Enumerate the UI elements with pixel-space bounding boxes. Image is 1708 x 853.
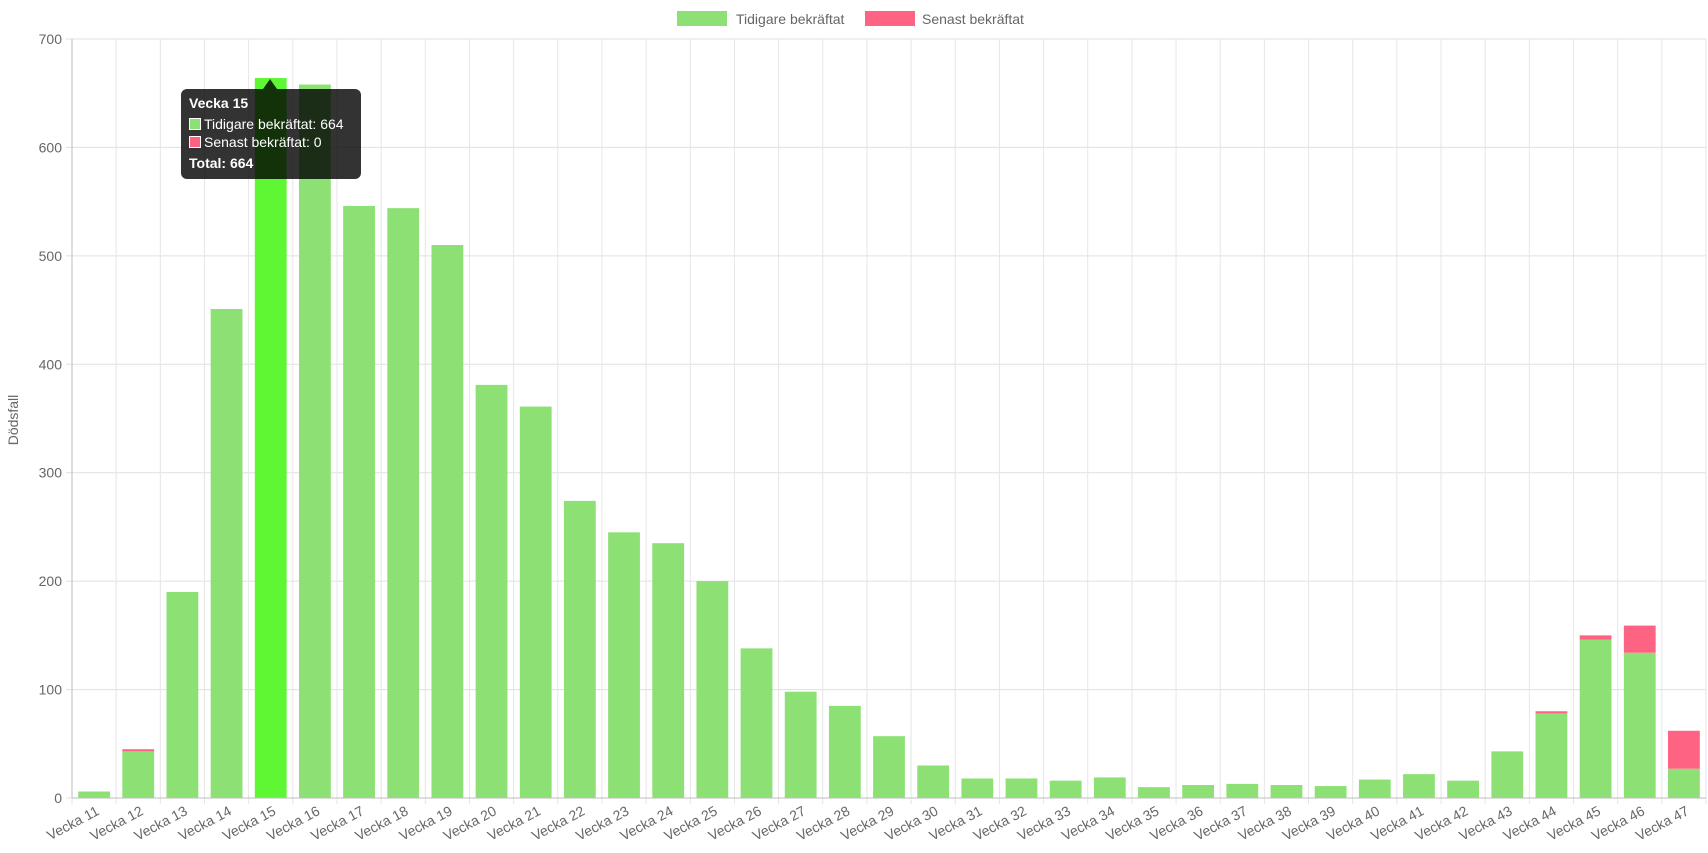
- axes: [71, 39, 1706, 799]
- y-tick-label: 700: [39, 31, 63, 47]
- legend-item-tidigare[interactable]: Tidigare bekräftat: [677, 11, 845, 27]
- bar-tidigare[interactable]: [1668, 768, 1700, 798]
- bar-tidigare[interactable]: [1314, 786, 1347, 798]
- tooltip-swatch-tidigare: [189, 118, 201, 130]
- bar-tidigare[interactable]: [431, 245, 464, 798]
- bar-tidigare[interactable]: [519, 406, 552, 798]
- y-tick-label: 200: [39, 573, 63, 589]
- bar-tidigare[interactable]: [122, 751, 155, 798]
- y-tick-label: 100: [39, 682, 63, 698]
- tooltip: Vecka 15 Tidigare bekräftat: 664 Senast …: [181, 89, 361, 179]
- bar-senast[interactable]: [1623, 625, 1656, 653]
- tooltip-text-tidigare: Tidigare bekräftat: 664: [204, 116, 344, 132]
- bar-tidigare[interactable]: [1403, 774, 1435, 798]
- bar-senast[interactable]: [1535, 711, 1568, 714]
- bar-tidigare[interactable]: [1138, 787, 1170, 798]
- bar-tidigare[interactable]: [961, 778, 994, 798]
- tooltip-swatch-senast: [189, 136, 201, 148]
- legend-label-senast: Senast bekräftat: [922, 11, 1024, 27]
- bar-tidigare[interactable]: [563, 500, 596, 798]
- legend-swatch-senast: [865, 11, 915, 26]
- bar-tidigare[interactable]: [740, 648, 773, 798]
- y-tick-label: 300: [39, 465, 63, 481]
- bar-tidigare[interactable]: [1270, 784, 1303, 798]
- bar-tidigare[interactable]: [1005, 778, 1038, 798]
- tooltip-row-senast: Senast bekräftat: 0: [189, 133, 353, 151]
- y-tick-label: 400: [39, 356, 63, 372]
- bar-tidigare[interactable]: [1491, 751, 1524, 798]
- bar-tidigare[interactable]: [166, 591, 199, 798]
- bar-tidigare[interactable]: [652, 543, 685, 798]
- bar-senast[interactable]: [122, 749, 155, 752]
- bar-tidigare[interactable]: [1049, 780, 1082, 798]
- bar-tidigare[interactable]: [387, 208, 420, 799]
- bar-tidigare[interactable]: [254, 78, 287, 798]
- bar-tidigare[interactable]: [1182, 784, 1215, 798]
- bar-tidigare[interactable]: [1623, 652, 1656, 798]
- tooltip-row-tidigare: Tidigare bekräftat: 664: [189, 115, 353, 133]
- tooltip-title: Vecka 15: [189, 95, 249, 111]
- tooltip-footer: Total: 664: [189, 155, 254, 171]
- bar-tidigare[interactable]: [784, 691, 817, 798]
- bar-tidigare[interactable]: [608, 532, 640, 798]
- tooltip-text-senast: Senast bekräftat: 0: [204, 134, 322, 150]
- legend-item-senast[interactable]: Senast bekräftat: [865, 11, 1024, 27]
- bar-tidigare[interactable]: [1093, 777, 1126, 798]
- bar-tidigare[interactable]: [298, 84, 331, 799]
- bar-tidigare[interactable]: [828, 705, 861, 798]
- bar-tidigare[interactable]: [696, 581, 729, 798]
- bar-tidigare[interactable]: [1535, 713, 1568, 798]
- bar-senast[interactable]: [1668, 730, 1700, 769]
- legend: Tidigare bekräftat Senast bekräftat: [677, 11, 1024, 27]
- y-tick-label: 0: [54, 790, 62, 806]
- bar-tidigare[interactable]: [1226, 783, 1259, 798]
- bar-tidigare[interactable]: [210, 308, 243, 798]
- bar-tidigare[interactable]: [917, 765, 950, 798]
- bar-senast[interactable]: [1579, 635, 1612, 640]
- bar-tidigare[interactable]: [343, 205, 375, 799]
- bar-tidigare[interactable]: [475, 384, 508, 798]
- tooltip-caret: [263, 79, 277, 89]
- y-tick-label: 500: [39, 248, 63, 264]
- y-axis-ticks: 0 100 200 300 400 500 600 700: [39, 31, 63, 806]
- legend-swatch-tidigare: [677, 11, 727, 26]
- bar-tidigare[interactable]: [1579, 639, 1612, 798]
- bar-tidigare[interactable]: [873, 736, 905, 798]
- y-tick-label: 600: [39, 139, 63, 155]
- y-axis-label: Dödsfall: [5, 395, 21, 446]
- bar-tidigare[interactable]: [1358, 779, 1391, 798]
- bar-tidigare[interactable]: [1447, 780, 1480, 798]
- bar-tidigare[interactable]: [78, 791, 110, 798]
- bars: [78, 78, 1700, 799]
- legend-label-tidigare: Tidigare bekräftat: [736, 11, 845, 27]
